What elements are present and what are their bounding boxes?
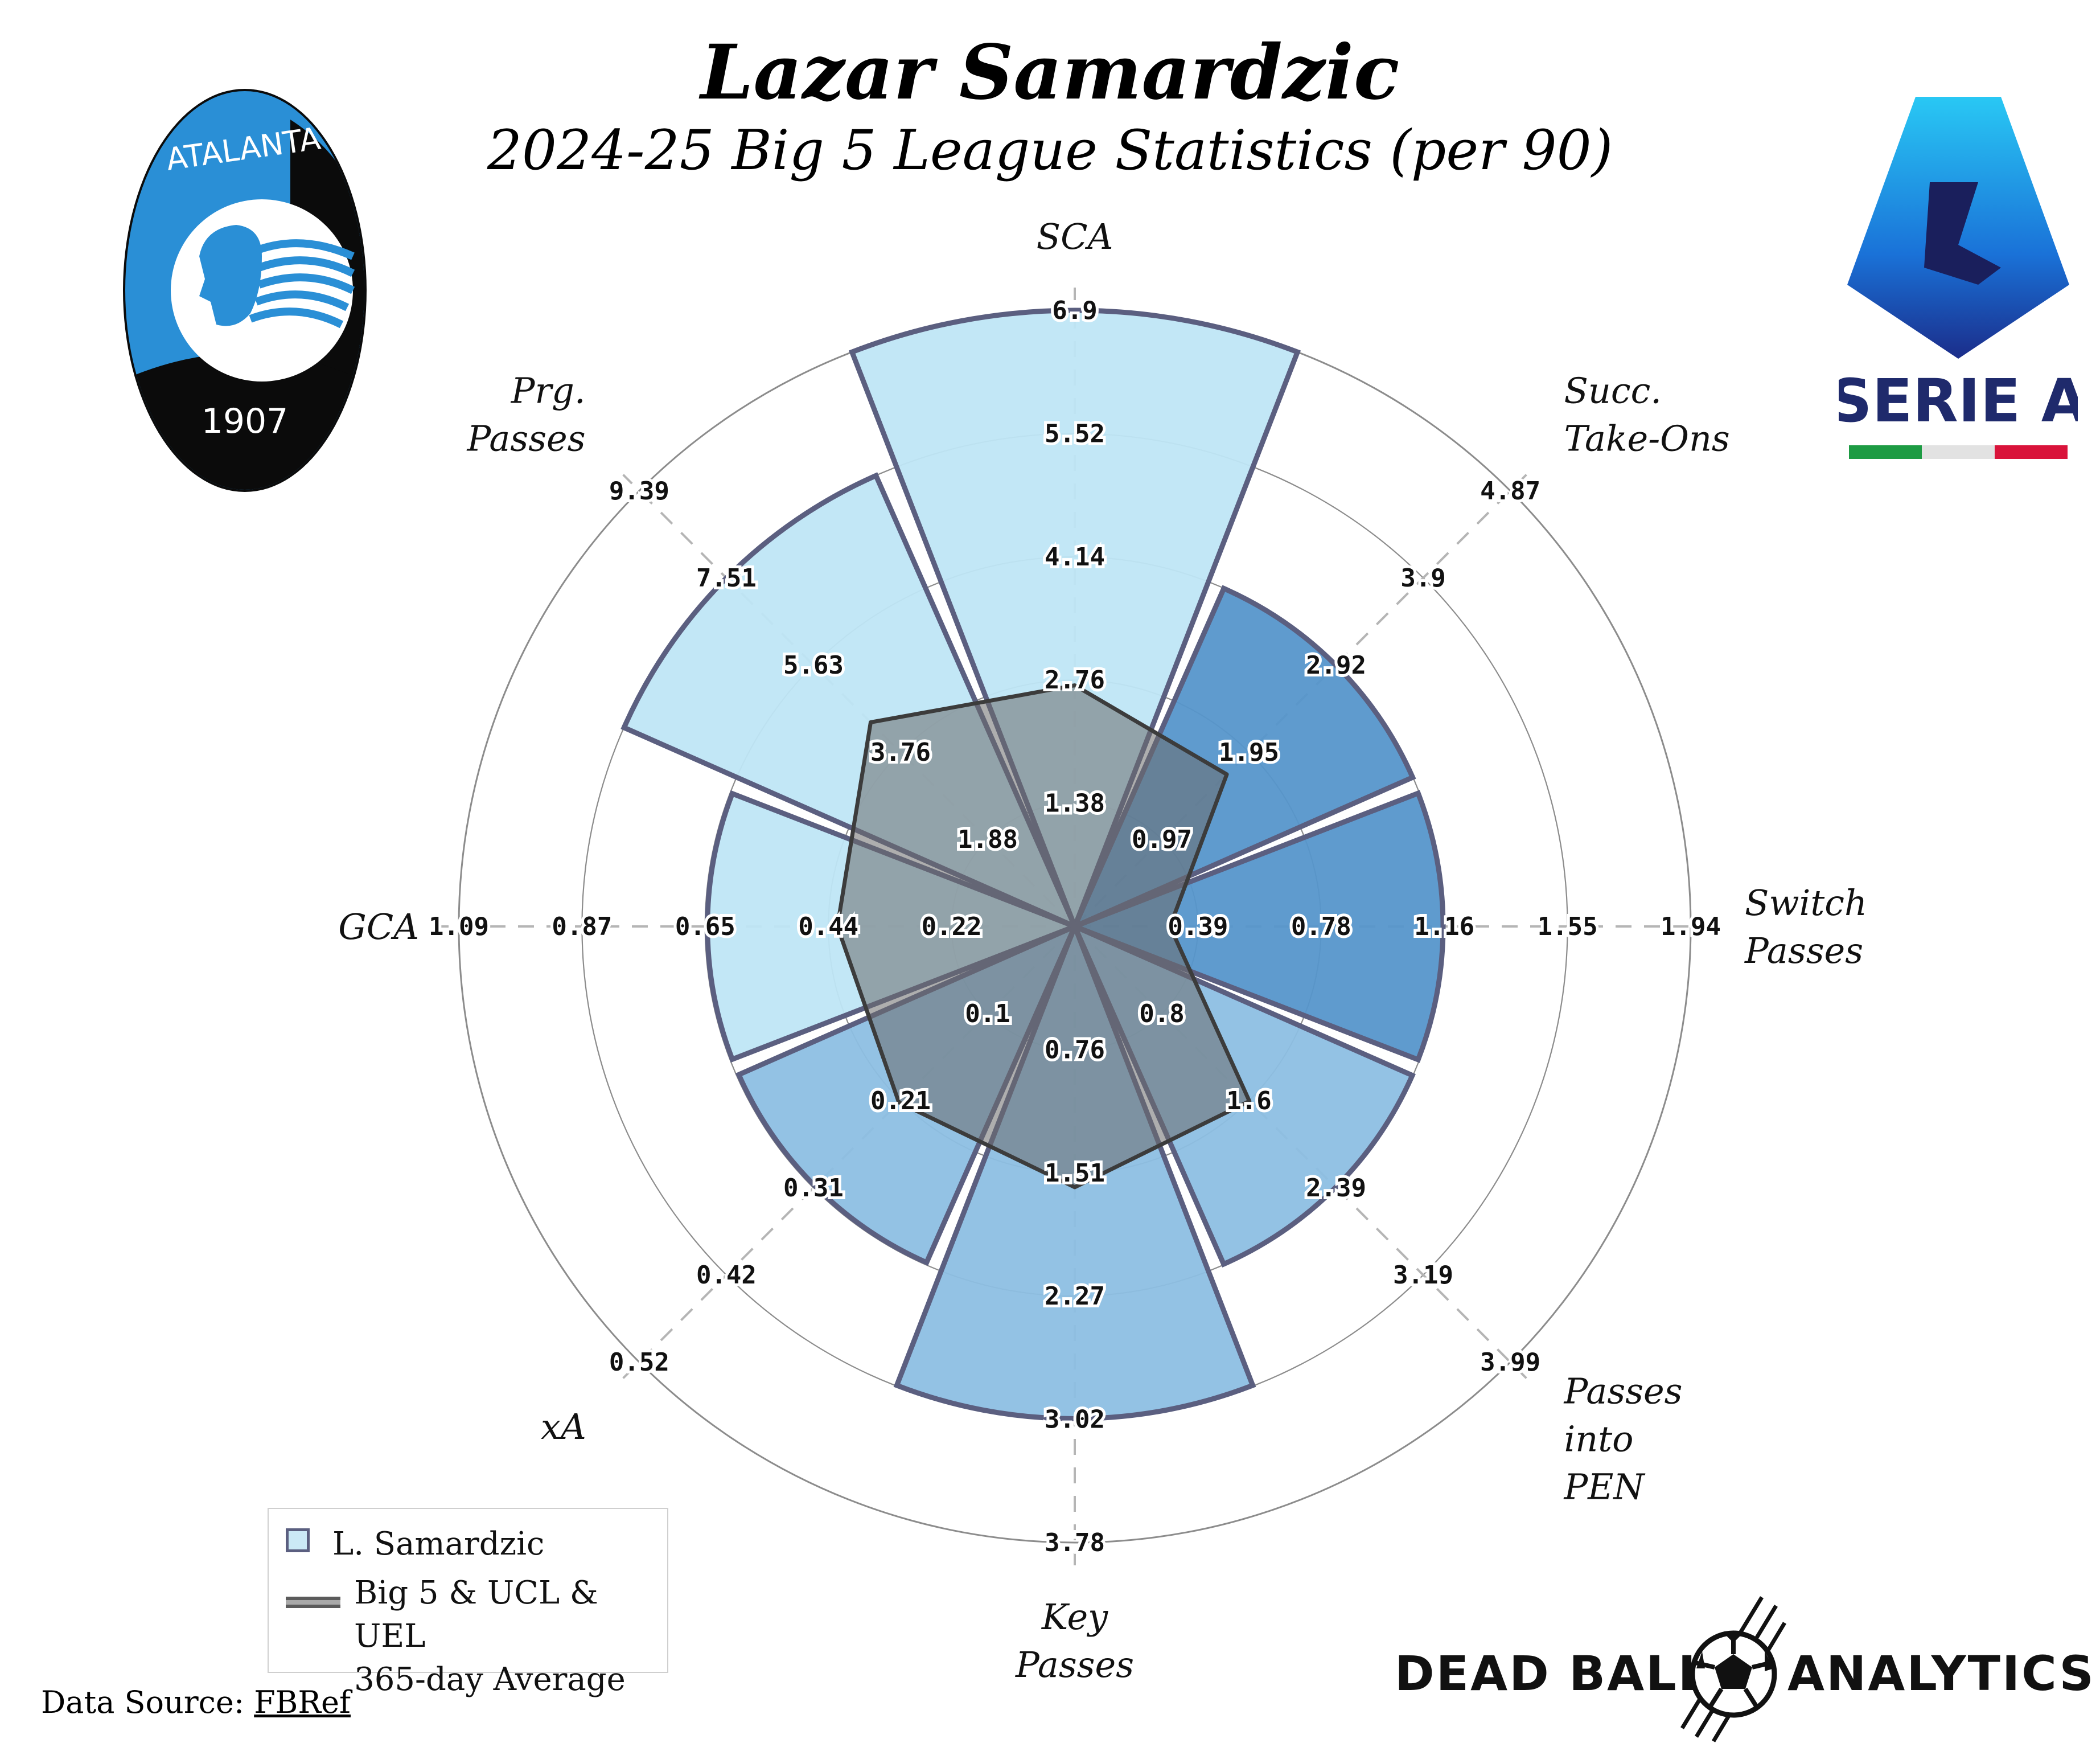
serie-a-logo: SERIE A — [1839, 97, 2078, 459]
tick-label: 2.76 — [1045, 666, 1105, 695]
tick-label: 0.44 — [798, 912, 858, 941]
football-icon — [1680, 1596, 1786, 1742]
axis-label-line: Passes — [1563, 1370, 1682, 1412]
tick-label: 1.94 — [1661, 912, 1721, 941]
axis-label: Prg. Passes — [467, 370, 586, 460]
tick-label: 9.39 — [609, 477, 669, 506]
axis-label-line: Prg. — [511, 370, 586, 412]
tick-label: 0.87 — [552, 912, 612, 941]
tick-label: 3.78 — [1045, 1528, 1105, 1557]
tick-label: 1.16 — [1414, 912, 1474, 941]
tick-label: 1.55 — [1538, 912, 1598, 941]
legend-label-average-line1: Big 5 & UCL & UEL — [354, 1574, 598, 1655]
tick-label: 1.95 — [1219, 738, 1279, 767]
chart-title: Lazar Samardzic — [700, 28, 1400, 117]
axis-label: Key Passes — [1015, 1596, 1134, 1685]
axis-label-line: Take-Ons — [1564, 418, 1729, 460]
chart-subtitle: 2024-25 Big 5 League Statistics (per 90) — [487, 118, 1613, 182]
tick-label: 0.8 — [1139, 999, 1184, 1028]
tick-label: 1.09 — [429, 912, 489, 941]
legend-swatch-player — [286, 1528, 310, 1552]
tick-label: 1.6 — [1226, 1086, 1271, 1115]
atalanta-logo-year: 1907 — [202, 401, 289, 441]
tick-label: 2.39 — [1306, 1174, 1366, 1203]
axis-label-line: GCA — [338, 906, 419, 948]
tick-label: 1.51 — [1045, 1159, 1105, 1188]
tick-label: 0.31 — [783, 1174, 844, 1203]
player-wedge-2 — [1067, 790, 1446, 1063]
tick-label: 0.22 — [922, 912, 982, 941]
axis-label: xA — [541, 1406, 586, 1447]
atalanta-logo: ATALANTA 1907 — [123, 89, 367, 492]
tick-label: 0.78 — [1291, 912, 1351, 941]
axis-label-line: Succ. — [1564, 370, 1662, 412]
legend-item-average: Big 5 & UCL & UEL 365-day Average — [286, 1572, 667, 1701]
legend-item-player: L. Samardzic — [286, 1523, 544, 1566]
tick-label: 1.88 — [957, 825, 1018, 854]
tick-label: 3.76 — [870, 738, 931, 767]
average-polygon — [835, 683, 1252, 1190]
tick-label: 4.14 — [1045, 543, 1105, 572]
tick-label: 3.19 — [1393, 1261, 1453, 1290]
axis-label: Passes into PEN — [1563, 1370, 1682, 1507]
data-source-prefix: Data Source: — [41, 1684, 254, 1720]
brand-text-left: DEAD BALL — [1395, 1646, 1711, 1701]
tick-label: 0.97 — [1132, 825, 1192, 854]
tick-label: 5.52 — [1045, 419, 1105, 448]
axis-label-line: Passes — [1744, 930, 1863, 971]
tick-label: 6.9 — [1052, 296, 1097, 325]
axis-label: Succ. Take-Ons — [1564, 370, 1729, 460]
player-wedge-0 — [848, 307, 1301, 934]
axis-label-line: Key — [1041, 1596, 1108, 1638]
axis-label: Switch Passes — [1744, 882, 1867, 971]
tick-label: 4.87 — [1480, 477, 1540, 506]
tick-label: 0.42 — [696, 1261, 757, 1290]
axis-label-line: Passes — [1015, 1644, 1134, 1685]
axis-label-line: into — [1564, 1418, 1633, 1459]
legend-label-average-line2: 365-day Average — [354, 1661, 626, 1698]
tick-label: 5.63 — [783, 651, 844, 680]
legend: L. Samardzic Big 5 & UCL & UEL 365-day A… — [268, 1508, 668, 1698]
brand-text-right: ANALYTICS — [1787, 1646, 2095, 1701]
data-source-link[interactable]: FBRef — [254, 1684, 351, 1720]
tick-label: 0.65 — [675, 912, 735, 941]
tick-label: 7.51 — [696, 564, 757, 593]
tick-label: 3.99 — [1480, 1348, 1540, 1377]
tick-label: 0.52 — [609, 1348, 669, 1377]
axis-label-line: PEN — [1563, 1466, 1646, 1507]
tick-label: 3.9 — [1400, 564, 1445, 593]
serie-a-logo-text: SERIE A — [1839, 366, 2078, 436]
axis-label-line: SCA — [1037, 216, 1113, 257]
legend-label-player: L. Samardzic — [332, 1525, 545, 1562]
axis-label: SCA — [1037, 216, 1113, 257]
tick-label: 1.38 — [1045, 789, 1105, 818]
tick-label: 2.92 — [1306, 651, 1366, 680]
tick-label: 0.21 — [870, 1086, 931, 1115]
tick-label: 0.39 — [1168, 912, 1228, 941]
data-source: Data Source: FBRef — [41, 1684, 351, 1720]
axis-label-line: Switch — [1745, 882, 1867, 924]
tick-label: 0.76 — [1045, 1035, 1105, 1064]
axis-label-line: xA — [541, 1406, 586, 1447]
tick-label: 2.27 — [1045, 1282, 1105, 1311]
legend-swatch-average — [286, 1597, 341, 1608]
axis-label-line: Passes — [467, 418, 586, 460]
tick-label: 3.02 — [1045, 1405, 1105, 1434]
tick-label: 0.1 — [965, 999, 1010, 1028]
axis-label: GCA — [338, 906, 419, 948]
